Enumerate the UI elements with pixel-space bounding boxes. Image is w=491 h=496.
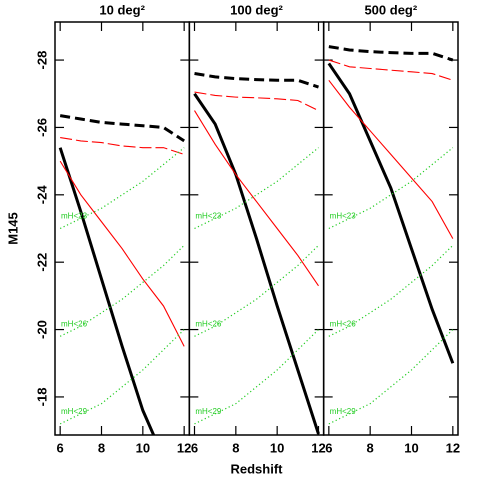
series-line <box>328 329 454 425</box>
series-line <box>328 147 454 230</box>
series-line <box>327 62 455 364</box>
panel-title: 10 deg² <box>99 2 145 17</box>
series-line <box>194 147 319 230</box>
series-line <box>194 244 319 337</box>
series-line <box>59 160 185 347</box>
x-tick-label: 10 <box>404 440 418 455</box>
series-line <box>194 72 319 89</box>
series-line <box>59 244 185 337</box>
y-tick-label: -24 <box>34 185 49 205</box>
x-tick-label: 12 <box>311 440 325 455</box>
y-tick-label: -26 <box>34 118 49 137</box>
series-line <box>194 91 319 112</box>
panel-frame <box>188 21 325 436</box>
x-axis-label: Redshift <box>231 461 284 476</box>
series-line <box>328 244 454 337</box>
panel-title: 100 deg² <box>230 2 283 17</box>
series-line <box>60 137 185 155</box>
y-tick-label: -18 <box>34 388 49 407</box>
panel-title: 500 deg² <box>364 2 417 17</box>
y-tick-label: -28 <box>34 51 49 70</box>
x-tick-label: 12 <box>446 440 460 455</box>
x-tick-label: 12 <box>177 440 191 455</box>
series-line <box>328 79 454 239</box>
series-line <box>59 147 185 230</box>
x-tick-label: 8 <box>367 440 374 455</box>
series-line <box>328 45 454 62</box>
panel-frame <box>322 21 459 436</box>
x-tick-label: 10 <box>136 440 150 455</box>
series-line <box>328 59 454 81</box>
curve-label: mH<26 <box>61 319 88 328</box>
series-line <box>58 147 156 435</box>
x-tick-label: 10 <box>270 440 284 455</box>
series-line <box>194 329 319 425</box>
series-line <box>193 92 320 435</box>
x-tick-label: 6 <box>57 440 64 455</box>
panel-frame <box>54 21 191 436</box>
curve-label: mH<29 <box>195 407 222 416</box>
curve-label: mH<23 <box>330 212 357 221</box>
curve-label: mH<23 <box>195 212 222 221</box>
series-line <box>59 329 185 425</box>
x-tick-label: 8 <box>232 440 239 455</box>
curve-label: mH<23 <box>61 212 88 221</box>
series-line <box>59 114 185 143</box>
curve-label: mH<26 <box>330 319 357 328</box>
y-tick-label: -20 <box>34 320 49 339</box>
x-tick-label: 8 <box>98 440 105 455</box>
x-tick-label: 6 <box>191 440 198 455</box>
curve-label: mH<29 <box>61 407 88 416</box>
curve-label: mH<26 <box>195 319 222 328</box>
x-tick-label: 6 <box>325 440 332 455</box>
series-line <box>194 110 319 287</box>
curve-label: mH<29 <box>330 407 357 416</box>
y-tick-label: -22 <box>34 253 49 272</box>
y-axis-label: M145 <box>5 212 20 245</box>
